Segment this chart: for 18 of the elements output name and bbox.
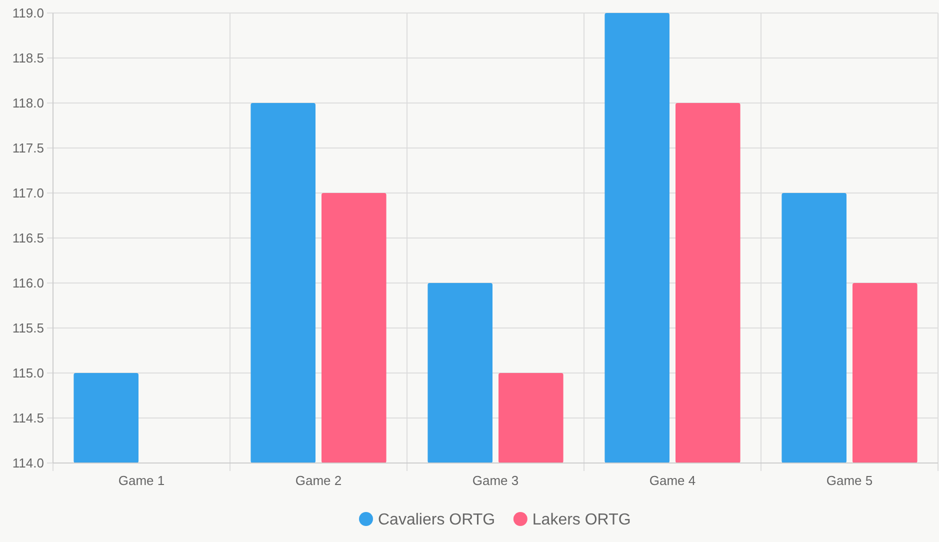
y-tick-label: 114.0 (12, 456, 44, 471)
y-tick-label: 115.5 (12, 320, 44, 336)
y-tick-label: 116.5 (12, 230, 44, 246)
x-tick-label: Game 2 (295, 473, 342, 488)
x-tick-label: Game 1 (118, 473, 165, 488)
y-tick-label: 115.0 (12, 366, 44, 381)
y-tick-label: 117.0 (12, 186, 44, 201)
x-tick-label: Game 5 (826, 473, 873, 488)
y-tick-label: 117.5 (12, 140, 44, 156)
legend-label: Cavaliers ORTG (378, 512, 496, 529)
legend-label: Lakers ORTG (532, 512, 631, 529)
x-tick-label: Game 3 (472, 473, 519, 488)
y-tick-label: 118.5 (12, 50, 44, 66)
y-tick-label: 118.0 (12, 96, 44, 111)
y-tick-label: 116.0 (12, 276, 44, 291)
y-tick-label: 114.5 (12, 410, 44, 426)
y-tick-label: 119.0 (12, 6, 44, 21)
x-tick-label: Game 4 (649, 473, 696, 488)
